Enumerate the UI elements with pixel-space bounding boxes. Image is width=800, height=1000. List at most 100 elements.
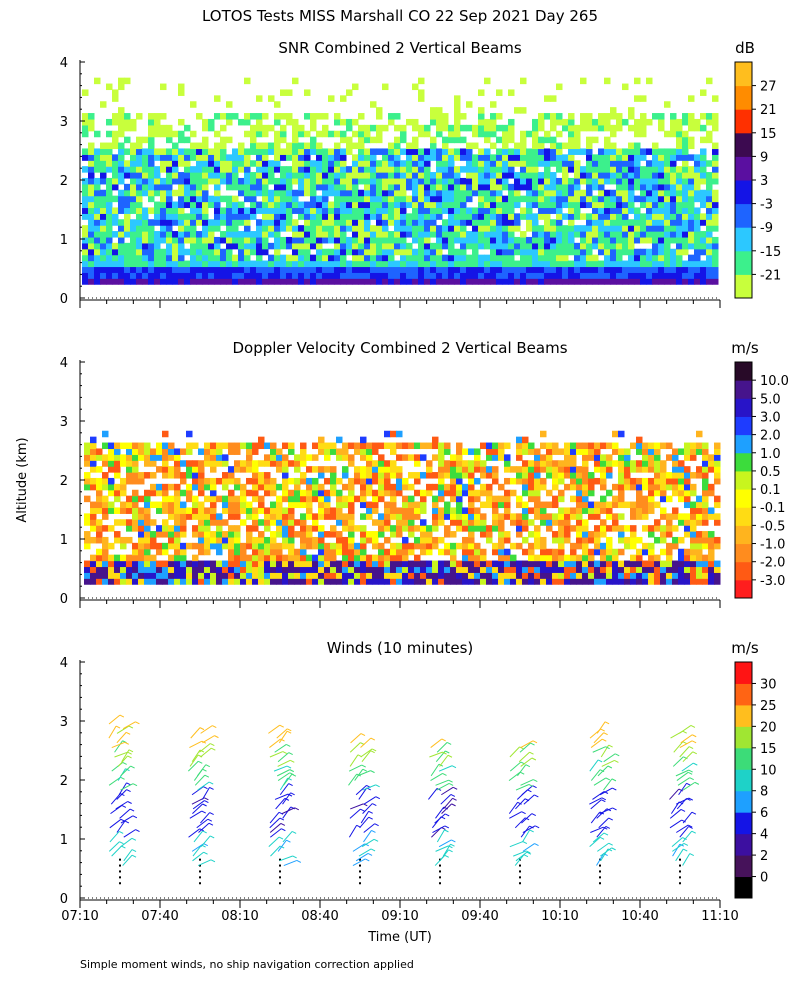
doppler-cell — [270, 513, 277, 520]
doppler-cell — [444, 542, 451, 550]
snr-cell — [544, 260, 551, 268]
snr-cell — [346, 177, 353, 185]
snr-cell — [646, 225, 653, 232]
doppler-cell — [582, 566, 589, 573]
snr-cell — [508, 124, 515, 132]
snr-cell — [400, 166, 407, 173]
snr-cell — [310, 213, 317, 220]
doppler-cell — [690, 548, 697, 556]
doppler-cell — [402, 560, 409, 568]
doppler-cell — [690, 525, 697, 532]
doppler-cell — [192, 483, 199, 491]
doppler-cell — [642, 454, 649, 461]
doppler-cell — [198, 536, 205, 544]
snr-cell — [454, 101, 461, 108]
doppler-cell — [108, 507, 115, 514]
snr-cell — [154, 213, 161, 220]
snr-cell — [82, 266, 89, 273]
snr-cell — [580, 266, 587, 273]
doppler-cell — [558, 460, 565, 467]
snr-cell — [376, 201, 383, 209]
doppler-cell — [240, 572, 247, 579]
snr-cell — [358, 124, 365, 132]
doppler-cell — [714, 513, 721, 520]
snr-cell — [82, 248, 89, 256]
snr-cell — [424, 195, 431, 203]
snr-cell — [208, 124, 215, 132]
snr-cell — [532, 118, 539, 126]
snr-cell — [496, 254, 503, 262]
snr-cell — [706, 231, 713, 238]
doppler-cell — [552, 448, 559, 455]
snr-cell — [412, 236, 419, 244]
snr-cell — [154, 148, 161, 155]
snr-cell — [478, 254, 485, 262]
doppler-cell — [444, 572, 451, 579]
doppler-cell — [210, 483, 217, 491]
doppler-cell — [240, 495, 247, 503]
snr-cell — [604, 124, 611, 132]
doppler-cell — [654, 454, 661, 461]
snr-cell — [322, 124, 329, 132]
snr-cell — [568, 231, 575, 238]
snr-cell — [442, 272, 449, 279]
snr-cell — [232, 242, 239, 250]
wind-barb — [192, 800, 205, 810]
doppler-cell — [342, 513, 349, 520]
doppler-cell — [330, 548, 337, 556]
doppler-cell — [456, 448, 463, 455]
snr-cell — [424, 154, 431, 161]
snr-cell — [640, 130, 647, 138]
doppler-cell — [108, 525, 115, 532]
doppler-cell — [90, 477, 97, 485]
snr-cell — [652, 172, 659, 179]
snr-cell — [118, 189, 125, 197]
y-tick-label: 0 — [60, 292, 68, 307]
snr-cell — [178, 242, 185, 250]
doppler-cell — [630, 507, 637, 514]
snr-cell — [280, 207, 287, 214]
snr-cell — [628, 160, 635, 167]
snr-cell — [586, 183, 593, 191]
colorbar-swatch — [735, 362, 752, 381]
doppler-cell — [516, 542, 523, 550]
snr-cell — [322, 130, 329, 138]
snr-cell — [676, 154, 683, 161]
doppler-cell — [576, 448, 583, 455]
doppler-cell — [282, 572, 289, 579]
doppler-cell — [318, 448, 325, 455]
doppler-cell — [276, 554, 283, 562]
snr-cell — [292, 160, 299, 167]
doppler-cell — [522, 560, 529, 568]
wind-low-dot — [199, 858, 201, 861]
doppler-cell — [468, 531, 475, 538]
snr-cell — [160, 113, 167, 120]
snr-cell — [88, 278, 95, 285]
snr-cell — [430, 195, 437, 203]
snr-cell — [454, 254, 461, 262]
snr-cell — [430, 266, 437, 273]
snr-cell — [610, 154, 617, 161]
doppler-cell — [372, 489, 379, 497]
snr-cell — [640, 183, 647, 191]
snr-cell — [358, 260, 365, 268]
doppler-cell — [198, 448, 205, 455]
snr-cell — [568, 260, 575, 268]
snr-cell — [112, 177, 119, 185]
doppler-cell — [132, 525, 139, 532]
doppler-cell — [342, 519, 349, 526]
doppler-cell — [318, 525, 325, 532]
doppler-cell — [96, 483, 103, 491]
snr-cell — [688, 219, 695, 226]
doppler-cell — [222, 536, 229, 544]
snr-cell — [502, 183, 509, 191]
doppler-cell — [96, 495, 103, 503]
snr-cell — [340, 118, 347, 126]
doppler-cell — [246, 466, 253, 473]
doppler-cell — [684, 513, 691, 520]
snr-cell — [454, 219, 461, 226]
snr-cell — [178, 172, 185, 179]
snr-cell — [184, 260, 191, 268]
snr-cell — [490, 166, 497, 173]
doppler-cell — [132, 472, 139, 479]
